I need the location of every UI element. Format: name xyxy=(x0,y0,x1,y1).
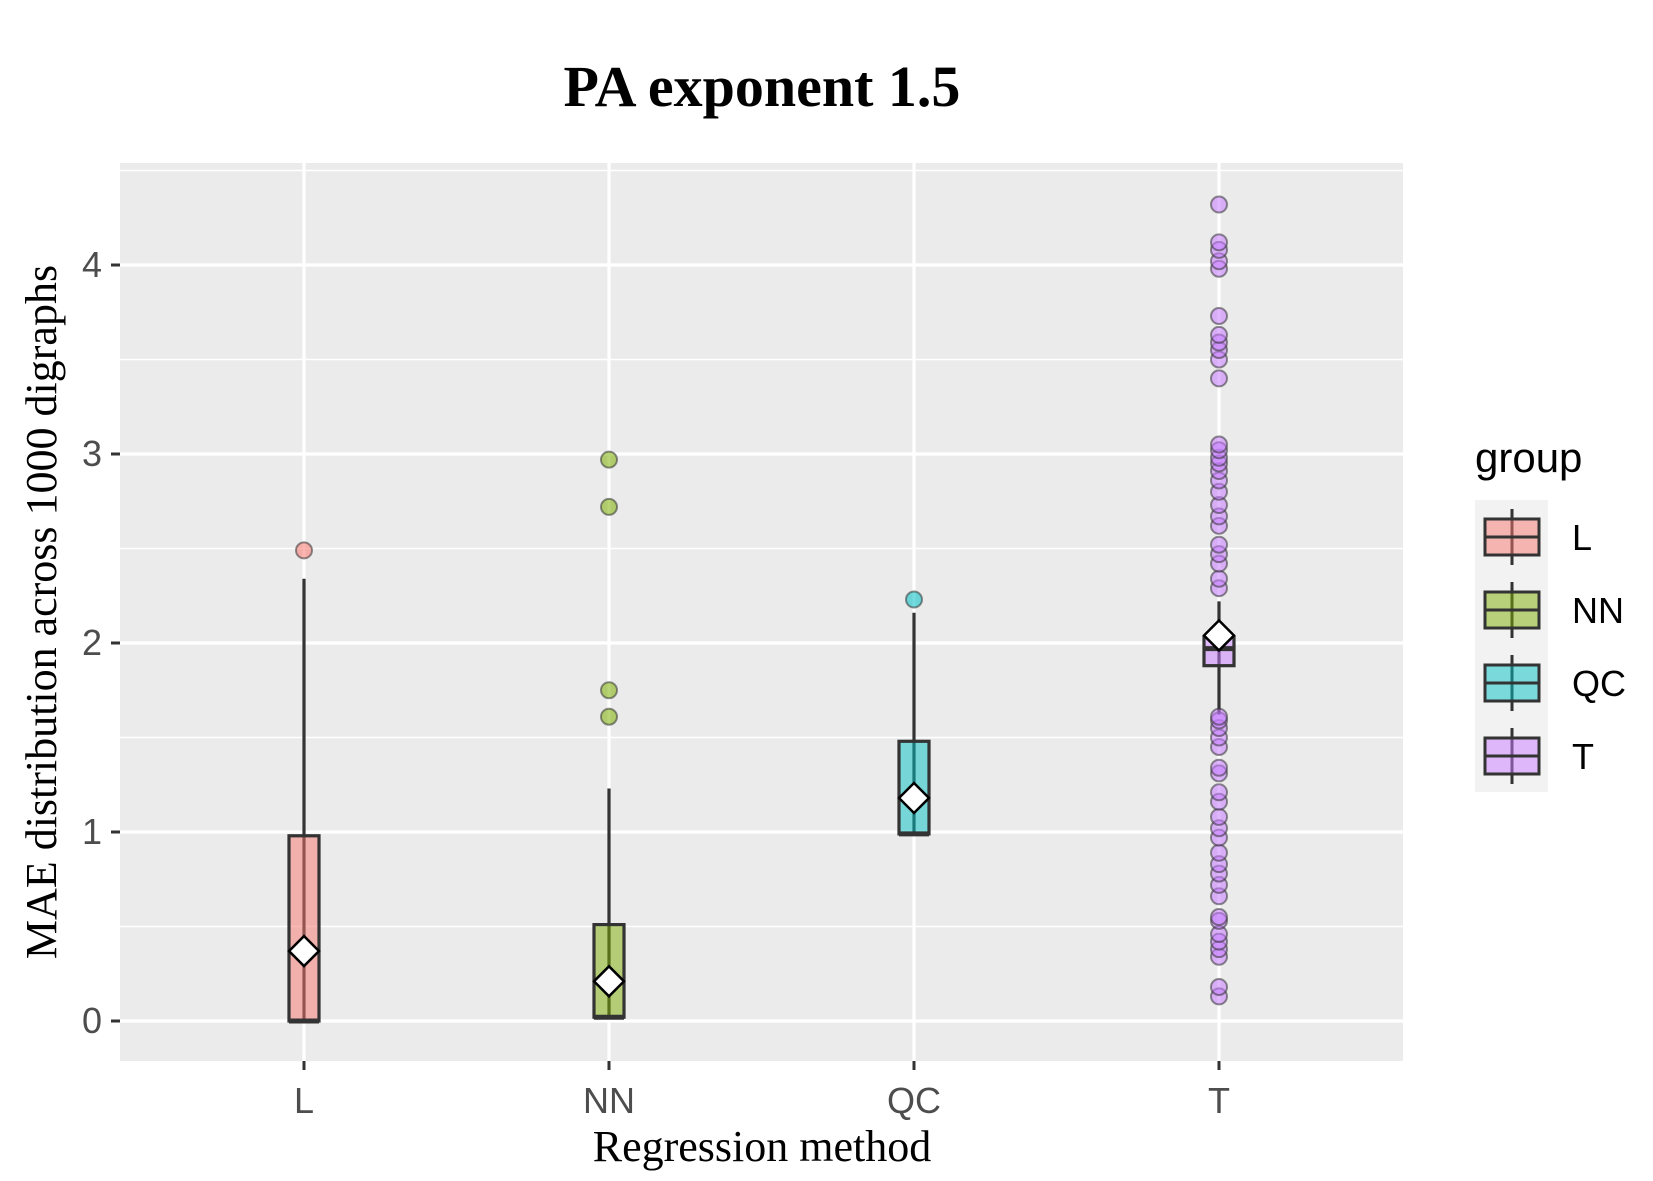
box xyxy=(592,923,626,1019)
x-tick-label: T xyxy=(1208,1080,1230,1121)
outlier-point xyxy=(1210,435,1228,454)
x-axis-title: Regression method xyxy=(593,1122,932,1171)
outlier-point xyxy=(600,681,618,700)
outlier-point xyxy=(600,707,618,726)
y-axis-title: MAE distribution across 1000 digraphs xyxy=(17,265,66,959)
x-tick-label: QC xyxy=(887,1080,941,1121)
box xyxy=(287,834,321,1023)
y-tick-label: 2 xyxy=(82,622,102,663)
outlier-point xyxy=(1210,908,1228,927)
x-axis: L NN QC T xyxy=(294,1061,1230,1121)
legend-item-qc: QC xyxy=(1483,655,1626,711)
outlier-point xyxy=(1210,977,1228,996)
outlier-point xyxy=(1210,369,1228,388)
outlier-point xyxy=(295,541,313,560)
box-group-l xyxy=(287,541,321,1024)
box-series xyxy=(287,195,1236,1024)
outlier-point xyxy=(905,590,923,609)
box-group-qc xyxy=(897,590,931,837)
legend-label: QC xyxy=(1572,663,1626,704)
y-tick-label: 4 xyxy=(82,244,102,285)
y-tick-label: 3 xyxy=(82,433,102,474)
outlier-point xyxy=(1210,307,1228,326)
chart-title: PA exponent 1.5 xyxy=(564,54,961,119)
outlier-point xyxy=(1210,843,1228,862)
y-tick-label: 0 xyxy=(82,1000,102,1041)
box-group-t xyxy=(1202,195,1236,1006)
x-tick-label: NN xyxy=(583,1080,635,1121)
outlier-point xyxy=(1210,783,1228,802)
x-tick-label: L xyxy=(294,1080,314,1121)
outlier-point xyxy=(1210,707,1228,726)
legend-title: group xyxy=(1475,434,1582,481)
mean-marker xyxy=(592,964,626,999)
outlier-point xyxy=(1210,535,1228,554)
legend-item-t: T xyxy=(1483,728,1594,784)
outlier-point xyxy=(1210,233,1228,252)
legend-label: T xyxy=(1572,736,1594,777)
outlier-point xyxy=(1210,569,1228,588)
grid-minor xyxy=(120,169,1403,928)
legend-label: L xyxy=(1572,517,1592,558)
box-group-nn xyxy=(592,450,626,1020)
mean-marker xyxy=(1202,618,1236,653)
outlier-point xyxy=(1210,807,1228,826)
outlier-point xyxy=(1210,325,1228,344)
legend-label: NN xyxy=(1572,590,1624,631)
legend-item-l: L xyxy=(1483,509,1592,565)
outlier-point xyxy=(1210,758,1228,777)
outlier-point xyxy=(600,497,618,516)
mean-marker xyxy=(287,934,321,968)
outlier-point xyxy=(600,450,618,469)
legend-item-nn: NN xyxy=(1483,582,1624,638)
y-axis: 0 1 2 3 4 xyxy=(82,244,120,1041)
mean-marker xyxy=(897,781,931,815)
y-tick-label: 1 xyxy=(82,811,102,852)
outlier-point xyxy=(1210,195,1228,214)
legend: group L NN QC T xyxy=(1475,434,1626,792)
plot-panel xyxy=(120,163,1403,1061)
